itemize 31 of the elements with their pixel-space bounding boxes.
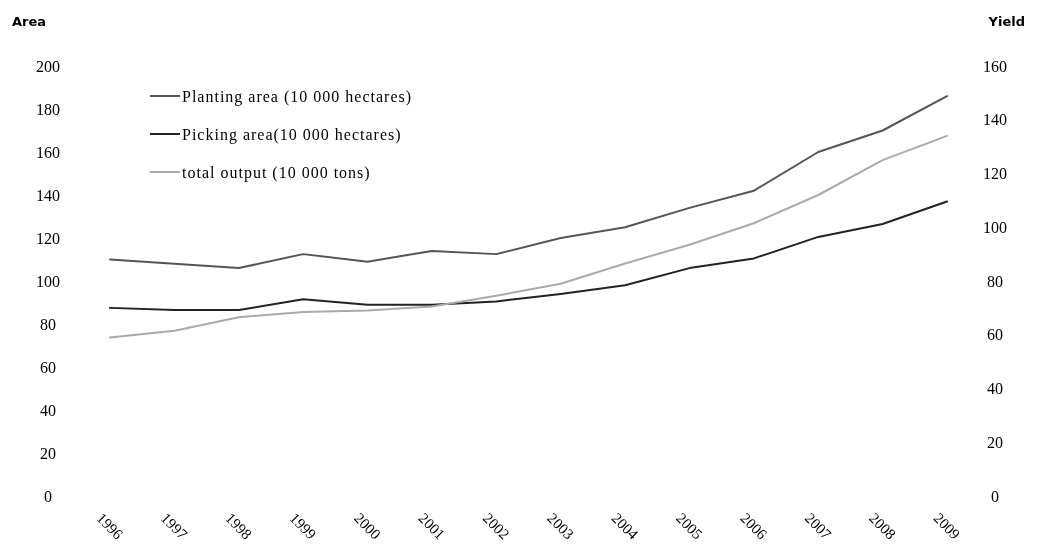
- legend-label: Picking area(10 000 hectares): [182, 125, 402, 144]
- y2-tick-label: 100: [983, 218, 1007, 236]
- y-tick-label: 80: [40, 315, 56, 333]
- y-tick-label: 0: [44, 487, 52, 505]
- y2-tick-label: 20: [987, 433, 1003, 451]
- x-tick-label: 1996: [93, 509, 127, 543]
- legend-label: total output (10 000 tons): [182, 163, 371, 182]
- y2-tick-label: 160: [983, 57, 1007, 75]
- y-tick-label: 60: [40, 358, 56, 376]
- y2-tick-label: 40: [987, 380, 1003, 398]
- y-tick-label: 140: [36, 186, 60, 204]
- y2-tick-label: 140: [983, 111, 1007, 129]
- x-tick-label: 2007: [801, 509, 835, 543]
- x-tick-label: 1998: [222, 509, 255, 543]
- y2-tick-label: 0: [991, 487, 999, 505]
- legend-label: Planting area (10 000 hectares): [182, 87, 413, 106]
- y-tick-label: 40: [40, 401, 56, 419]
- y-tick-label: 100: [36, 272, 60, 290]
- y-axis-title: Area: [12, 14, 47, 29]
- y2-tick-label: 60: [987, 326, 1003, 344]
- y-tick-label: 160: [36, 143, 60, 161]
- y-tick-label: 20: [40, 444, 56, 462]
- y2-tick-label: 120: [983, 165, 1007, 183]
- line-series: [109, 200, 948, 312]
- y-tick-label: 120: [36, 229, 60, 247]
- y-tick-label: 180: [36, 100, 60, 118]
- y2-axis-title: Yield: [987, 14, 1025, 29]
- y-tick-label: 200: [36, 57, 60, 75]
- x-tick-label: 1997: [157, 509, 191, 543]
- x-tick-label: 1999: [286, 509, 320, 543]
- y2-tick-label: 80: [987, 272, 1003, 290]
